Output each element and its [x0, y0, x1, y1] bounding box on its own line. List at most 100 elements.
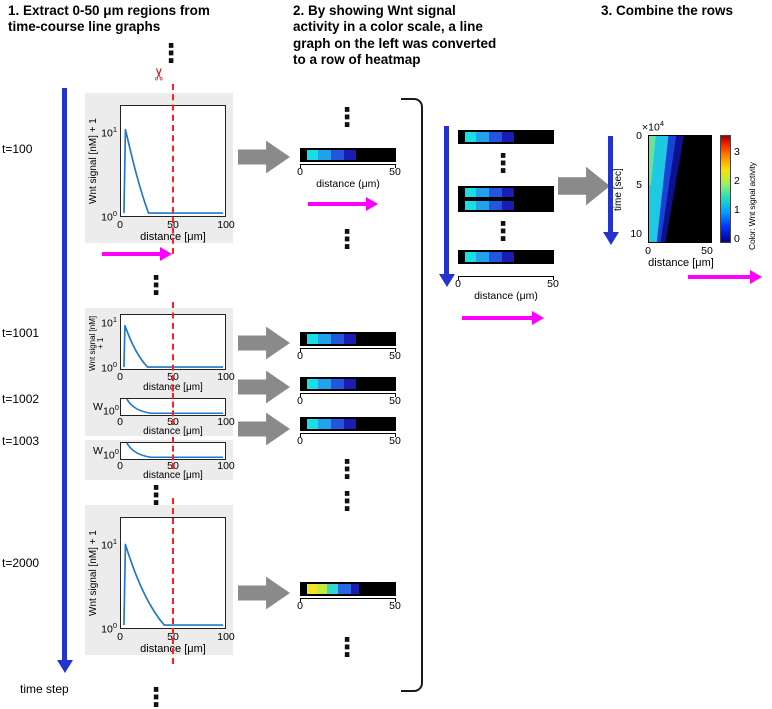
- distance-arrow-col1: [102, 247, 172, 261]
- heatmap-segment: [502, 188, 514, 197]
- graph-xtick-0: 0: [117, 460, 123, 472]
- cut-line-t1003: [172, 437, 174, 469]
- continuation-dots: ⋮: [143, 270, 169, 300]
- step1-heading: 1. Extract 0-50 μm regions from time-cou…: [8, 3, 210, 35]
- continuation-dots: ⋮: [334, 454, 360, 484]
- heatmap-axis-label: distance (μm): [316, 178, 380, 190]
- heatmap-segment: [355, 150, 396, 160]
- continuation-dots: ⋮: [490, 148, 516, 178]
- graph-xtick-0: 0: [117, 416, 123, 428]
- heatmap-segment: [318, 334, 331, 344]
- colorbar-tick-0: 0: [734, 233, 740, 245]
- graph-ytick-10e0: 100: [91, 209, 117, 224]
- tick-base: 10: [101, 623, 113, 636]
- graph-ytick-10e1: 101: [91, 125, 117, 140]
- graph-xtick-100: 100: [217, 460, 235, 472]
- tick-base: 10: [101, 317, 113, 330]
- stacked-row-3: [458, 250, 554, 264]
- heatmap-segment: [300, 379, 307, 389]
- flow-arrow-t1001: [238, 326, 290, 360]
- heatmap-segment: [326, 584, 339, 594]
- final-y-exponent: ×104: [642, 119, 664, 134]
- wnt-signal-curve: [123, 324, 224, 368]
- heatmap-segment: [488, 188, 503, 197]
- final-ytick-10: 10: [630, 228, 642, 240]
- heatmap-segment: [355, 379, 396, 389]
- heatmap-segment: [317, 584, 327, 594]
- heatmap-segment: [306, 334, 319, 344]
- continuation-dots: ⋮: [334, 102, 360, 132]
- time-arrow-stack: [438, 126, 455, 287]
- heatmap-row-axis: [300, 433, 396, 437]
- tick-exp: 0: [114, 447, 119, 456]
- tick-exp: 4: [659, 119, 664, 128]
- wnt-signal-curve: [123, 128, 224, 214]
- heatmap-segment: [488, 201, 503, 210]
- heatmap-segment: [476, 252, 489, 262]
- graph-xtick-100: 100: [217, 631, 235, 643]
- stacked-row-2a: [458, 186, 554, 199]
- flow-arrow-t100: [238, 140, 290, 174]
- colorbar-tick-1: 1: [734, 204, 740, 216]
- heatmap-axis-50: 50: [389, 395, 401, 407]
- cropped-ylabel: W: [93, 445, 103, 457]
- heatmap-segment: [458, 188, 465, 197]
- stacked-row-2b: [458, 199, 554, 212]
- distance-arrow-final: [688, 270, 762, 284]
- heatmap-segment: [488, 252, 503, 262]
- heatmap-segment: [502, 132, 514, 142]
- heatmap-axis-0: 0: [297, 166, 303, 178]
- graph-xlabel: distance [μm]: [143, 470, 203, 481]
- tick-base: 10: [101, 539, 113, 552]
- graph-xtick-0: 0: [117, 371, 123, 383]
- cropped-graph-strip-t1003: W 100 0 50 100 distance [μm]: [85, 440, 235, 481]
- heatmap-row-axis: [300, 164, 396, 168]
- final-heatmap: [648, 135, 712, 243]
- heatmap-segment: [330, 379, 345, 389]
- flow-arrow-t1003: [238, 412, 290, 446]
- heatmap-segment: [300, 419, 307, 429]
- graph-xtick-0: 0: [117, 219, 123, 231]
- heatmap-axis-50: 50: [389, 435, 401, 447]
- heatmap-segment: [330, 419, 345, 429]
- heatmap-segment: [330, 150, 345, 160]
- heatmap-segment: [300, 334, 307, 344]
- heatmap-segment: [344, 334, 356, 344]
- continuation-dots: ⋮: [490, 216, 516, 246]
- cropped-graph-strip-t1002: W 100 0 50 100 distance [μm]: [85, 396, 235, 437]
- heatmap-row-t100: [300, 148, 396, 162]
- heatmap-segment: [464, 252, 477, 262]
- distance-arrow-col2: [308, 197, 378, 211]
- heatmap-axis-50: 50: [389, 166, 401, 178]
- heatmap-segment: [318, 150, 331, 160]
- time-arrow-final: [602, 136, 619, 245]
- cropped-ylabel: W: [93, 401, 103, 413]
- heatmap-axis-0: 0: [297, 435, 303, 447]
- heatmap-segment: [513, 252, 554, 262]
- heatmap-segment: [513, 188, 554, 197]
- tick-base: 10: [101, 211, 113, 224]
- heatmap-segment: [513, 132, 554, 142]
- heatmap-axis-label: distance (μm): [474, 290, 538, 302]
- wnt-signal-curve: [126, 443, 224, 458]
- tick-exp: 1: [112, 315, 117, 324]
- flow-arrow-t2000: [238, 576, 290, 610]
- heatmap-row-t1003: [300, 417, 396, 431]
- heatmap-segment: [488, 132, 503, 142]
- stacked-rows-axis: [458, 276, 554, 280]
- heatmap-segment: [300, 150, 307, 160]
- tick-exp: 1: [112, 125, 117, 134]
- cut-line-t1002: [172, 393, 174, 425]
- continuation-dots: ⋮: [334, 224, 360, 254]
- tick-base: 10: [101, 362, 113, 375]
- heatmap-row-t2000: [300, 582, 396, 596]
- cropped-ytick: 100: [103, 403, 119, 418]
- graph-xtick-100: 100: [217, 416, 235, 428]
- grouping-bracket: [401, 98, 423, 692]
- heatmap-segment: [306, 150, 319, 160]
- heatmap-segment: [300, 584, 307, 594]
- continuation-dots: ⋮: [334, 486, 360, 516]
- tick-exp: 0: [112, 621, 117, 630]
- heatmap-row-axis: [300, 348, 396, 352]
- scissors-icon: ✂: [150, 66, 170, 82]
